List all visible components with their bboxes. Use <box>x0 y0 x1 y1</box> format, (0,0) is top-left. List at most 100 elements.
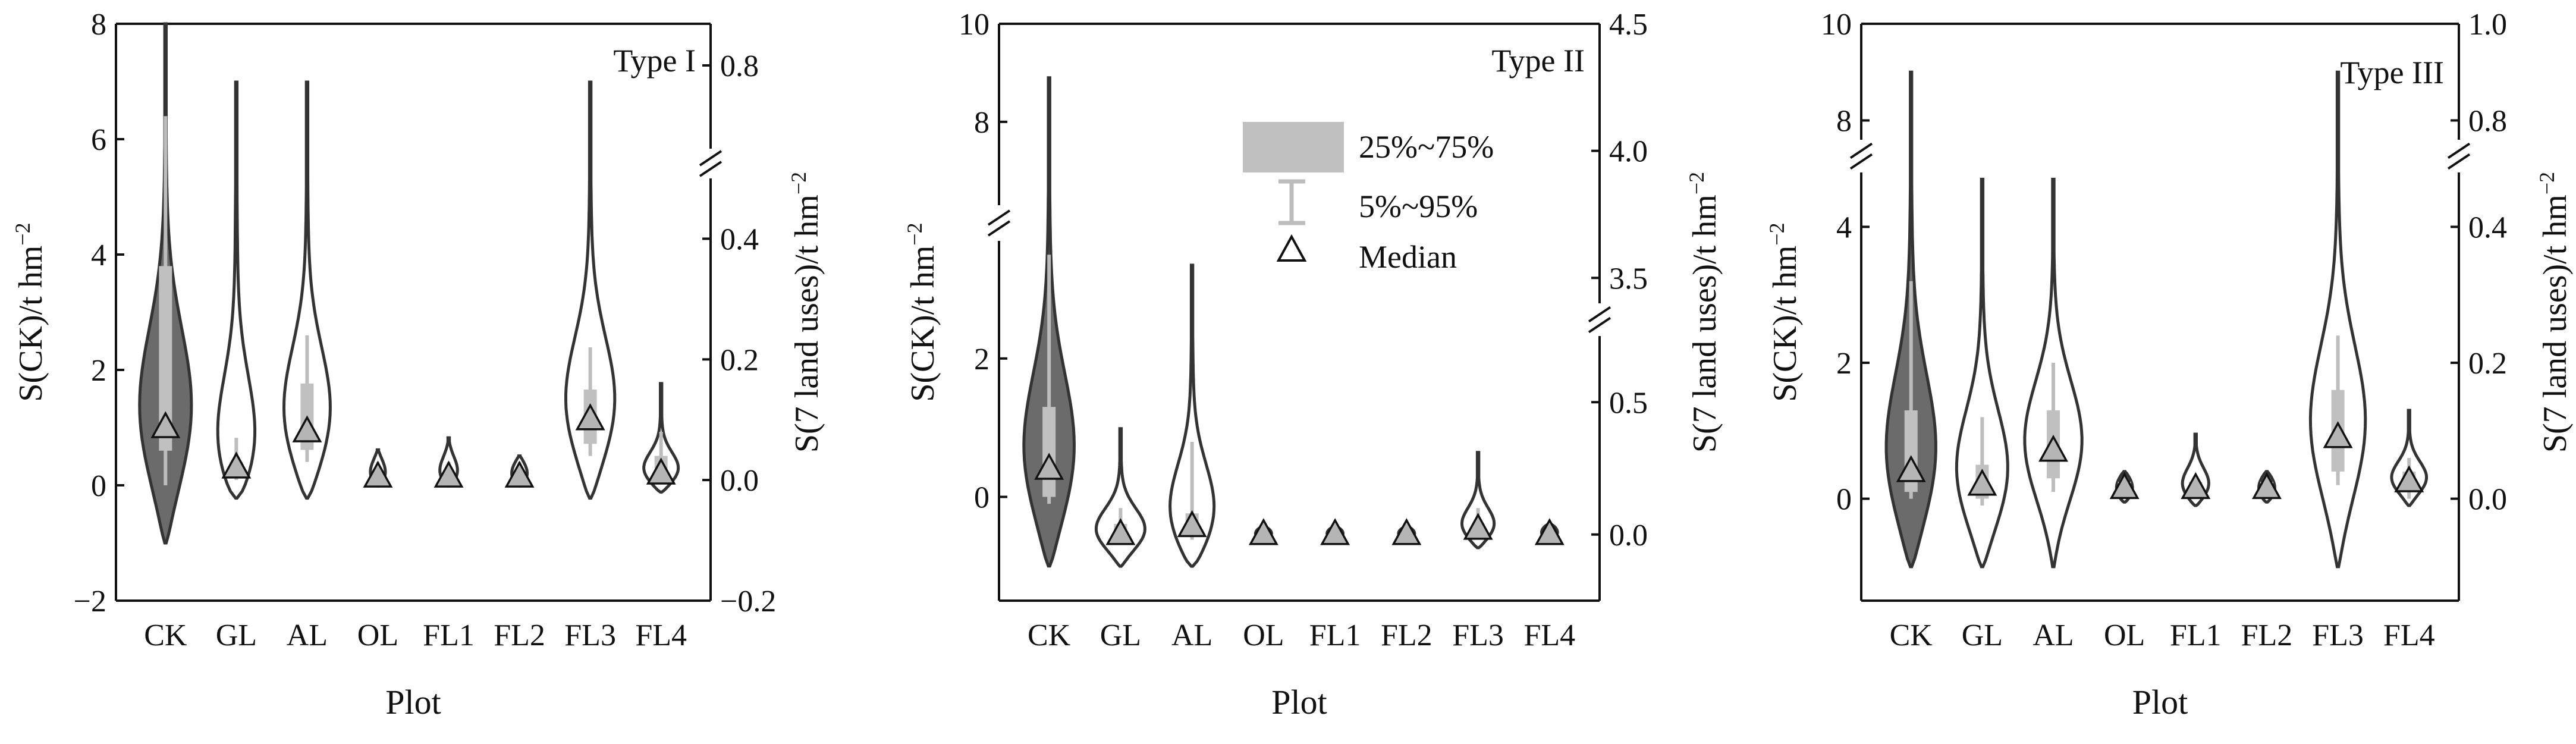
right-tick-label: 0.5 <box>1609 386 1648 420</box>
x-tick-label: FL4 <box>1523 619 1575 652</box>
violin-body <box>564 80 617 500</box>
right-tick-label: 0.0 <box>2468 483 2507 517</box>
median-triangle-icon <box>1320 518 1350 545</box>
median-triangle-icon <box>646 457 676 485</box>
x-tick-label: OL <box>2104 619 2145 652</box>
left-axis-break-mark <box>1849 142 1873 159</box>
x-tick-label: FL1 <box>423 619 475 652</box>
left-tick-label: 6 <box>91 123 106 157</box>
left-axis-break-mark <box>1849 153 1873 170</box>
x-tick-label: FL3 <box>2312 619 2364 652</box>
right-tick-label: 0.2 <box>720 343 759 377</box>
x-tick-label: AL <box>2032 619 2074 652</box>
left-tick-label: 8 <box>91 8 106 42</box>
x-tick-label: FL3 <box>564 619 616 652</box>
left-tick-label: 10 <box>1821 8 1852 42</box>
median-triangle-icon <box>2394 465 2424 492</box>
violin-fl3 <box>2308 70 2367 569</box>
right-tick-label: 0.4 <box>2468 211 2507 244</box>
x-axis-title: Plot <box>1271 683 1327 721</box>
right-tick-label: −0.2 <box>720 585 776 619</box>
iqr-box <box>1042 407 1056 497</box>
left-tick-label: 0 <box>1836 483 1852 517</box>
panel-title: Type I <box>613 43 696 79</box>
panel-type-1: −2 0 2 4 6 8 −0.2 0.0 0.2 0.4 0.8 S(CK)/t hm−2 S(7 l… <box>11 8 825 721</box>
x-tick-label: GL <box>1962 619 2003 652</box>
x-tick-label: FL3 <box>1452 619 1504 652</box>
right-tick-label: 3.5 <box>1609 262 1648 296</box>
violin-body <box>1955 177 2009 569</box>
median-triangle-icon <box>1034 453 1064 480</box>
right-axis-break-mark <box>1588 306 1611 323</box>
violin-al <box>282 80 332 500</box>
violin-ck <box>1884 70 1937 569</box>
left-tick-label: 8 <box>1836 105 1852 139</box>
violin-body <box>1168 263 1216 568</box>
violin-fl1 <box>1320 518 1350 545</box>
x-tick-label: AL <box>1171 619 1212 652</box>
violin-gl <box>1094 427 1146 568</box>
median-triangle-icon <box>1967 469 1997 496</box>
x-tick-label: GL <box>1100 619 1141 652</box>
median-triangle-icon <box>150 411 181 438</box>
median-triangle-icon <box>1177 510 1207 538</box>
right-axis-title: S(7 land uses)/t hm−2 <box>787 172 825 453</box>
left-axis-title: S(CK)/t hm−2 <box>11 222 49 401</box>
x-tick-label: FL2 <box>494 619 545 652</box>
left-axis-break-mark <box>987 220 1011 237</box>
x-axis-title: Plot <box>385 683 441 721</box>
violin-fl4 <box>2390 409 2429 507</box>
legend-iqr-label: 25%~75% <box>1359 129 1494 165</box>
right-axis-break-mark <box>2447 153 2471 170</box>
median-triangle-icon <box>575 403 605 431</box>
x-tick-label: OL <box>357 619 398 652</box>
violin-gl <box>1955 177 2009 569</box>
violin-ol <box>1248 518 1278 545</box>
median-triangle-icon <box>433 460 464 488</box>
left-tick-label: 8 <box>974 106 989 140</box>
median-triangle-icon <box>1105 518 1136 545</box>
left-tick-label: 2 <box>974 343 989 376</box>
x-axis-title: Plot <box>2132 683 2188 721</box>
legend-whisker-label: 5%~95% <box>1359 189 1478 224</box>
median-triangle-icon <box>2038 434 2068 462</box>
left-axis-title: S(CK)/t hm−2 <box>1765 222 1804 401</box>
left-tick-label: 0 <box>974 481 989 514</box>
legend: 25%~75% 5%~95% Median <box>1243 122 1494 275</box>
x-tick-label: CK <box>144 619 187 652</box>
x-tick-label: AL <box>287 619 328 652</box>
right-tick-label: 1.0 <box>2468 8 2507 42</box>
x-tick-label: CK <box>1028 619 1071 652</box>
left-tick-label: 4 <box>1836 211 1852 244</box>
x-tick-label: FL1 <box>1309 619 1361 652</box>
right-tick-label: 4.0 <box>1609 135 1648 169</box>
violin-fl2 <box>504 454 535 488</box>
median-triangle-icon <box>2109 472 2140 500</box>
left-axis-title: S(CK)/t hm−2 <box>903 222 941 401</box>
right-tick-label: 4.5 <box>1609 8 1648 42</box>
right-tick-label: 0.4 <box>720 222 759 256</box>
iqr-box <box>159 266 172 451</box>
legend-whisker-symbol <box>1278 179 1305 225</box>
x-tick-label: FL2 <box>1381 619 1432 652</box>
violin-fl3 <box>564 80 617 500</box>
median-triangle-icon <box>292 415 322 442</box>
right-axis-break-mark <box>699 150 722 167</box>
panel-type-2: 0 2 8 10 0.0 0.5 3.5 4.0 4.5 S(CK)/t hm−2 S(7 land… <box>903 8 1723 721</box>
right-tick-label: 0.2 <box>2468 347 2507 381</box>
median-triangle-icon <box>1248 518 1278 545</box>
x-tick-label: FL4 <box>635 619 687 652</box>
right-axis-break-mark <box>1588 316 1611 334</box>
right-axis-break-mark <box>2447 142 2471 159</box>
violin-body <box>2308 70 2367 569</box>
x-tick-label: OL <box>1243 619 1284 652</box>
violin-ol <box>363 448 393 488</box>
median-triangle-icon <box>2252 472 2282 500</box>
x-tick-label: CK <box>1890 619 1933 652</box>
x-tick-label: GL <box>216 619 257 652</box>
left-tick-label: 2 <box>1836 347 1852 381</box>
median-triangle-icon <box>1463 513 1493 540</box>
median-triangle-icon <box>1391 518 1422 545</box>
left-axis-break-mark <box>987 209 1011 226</box>
